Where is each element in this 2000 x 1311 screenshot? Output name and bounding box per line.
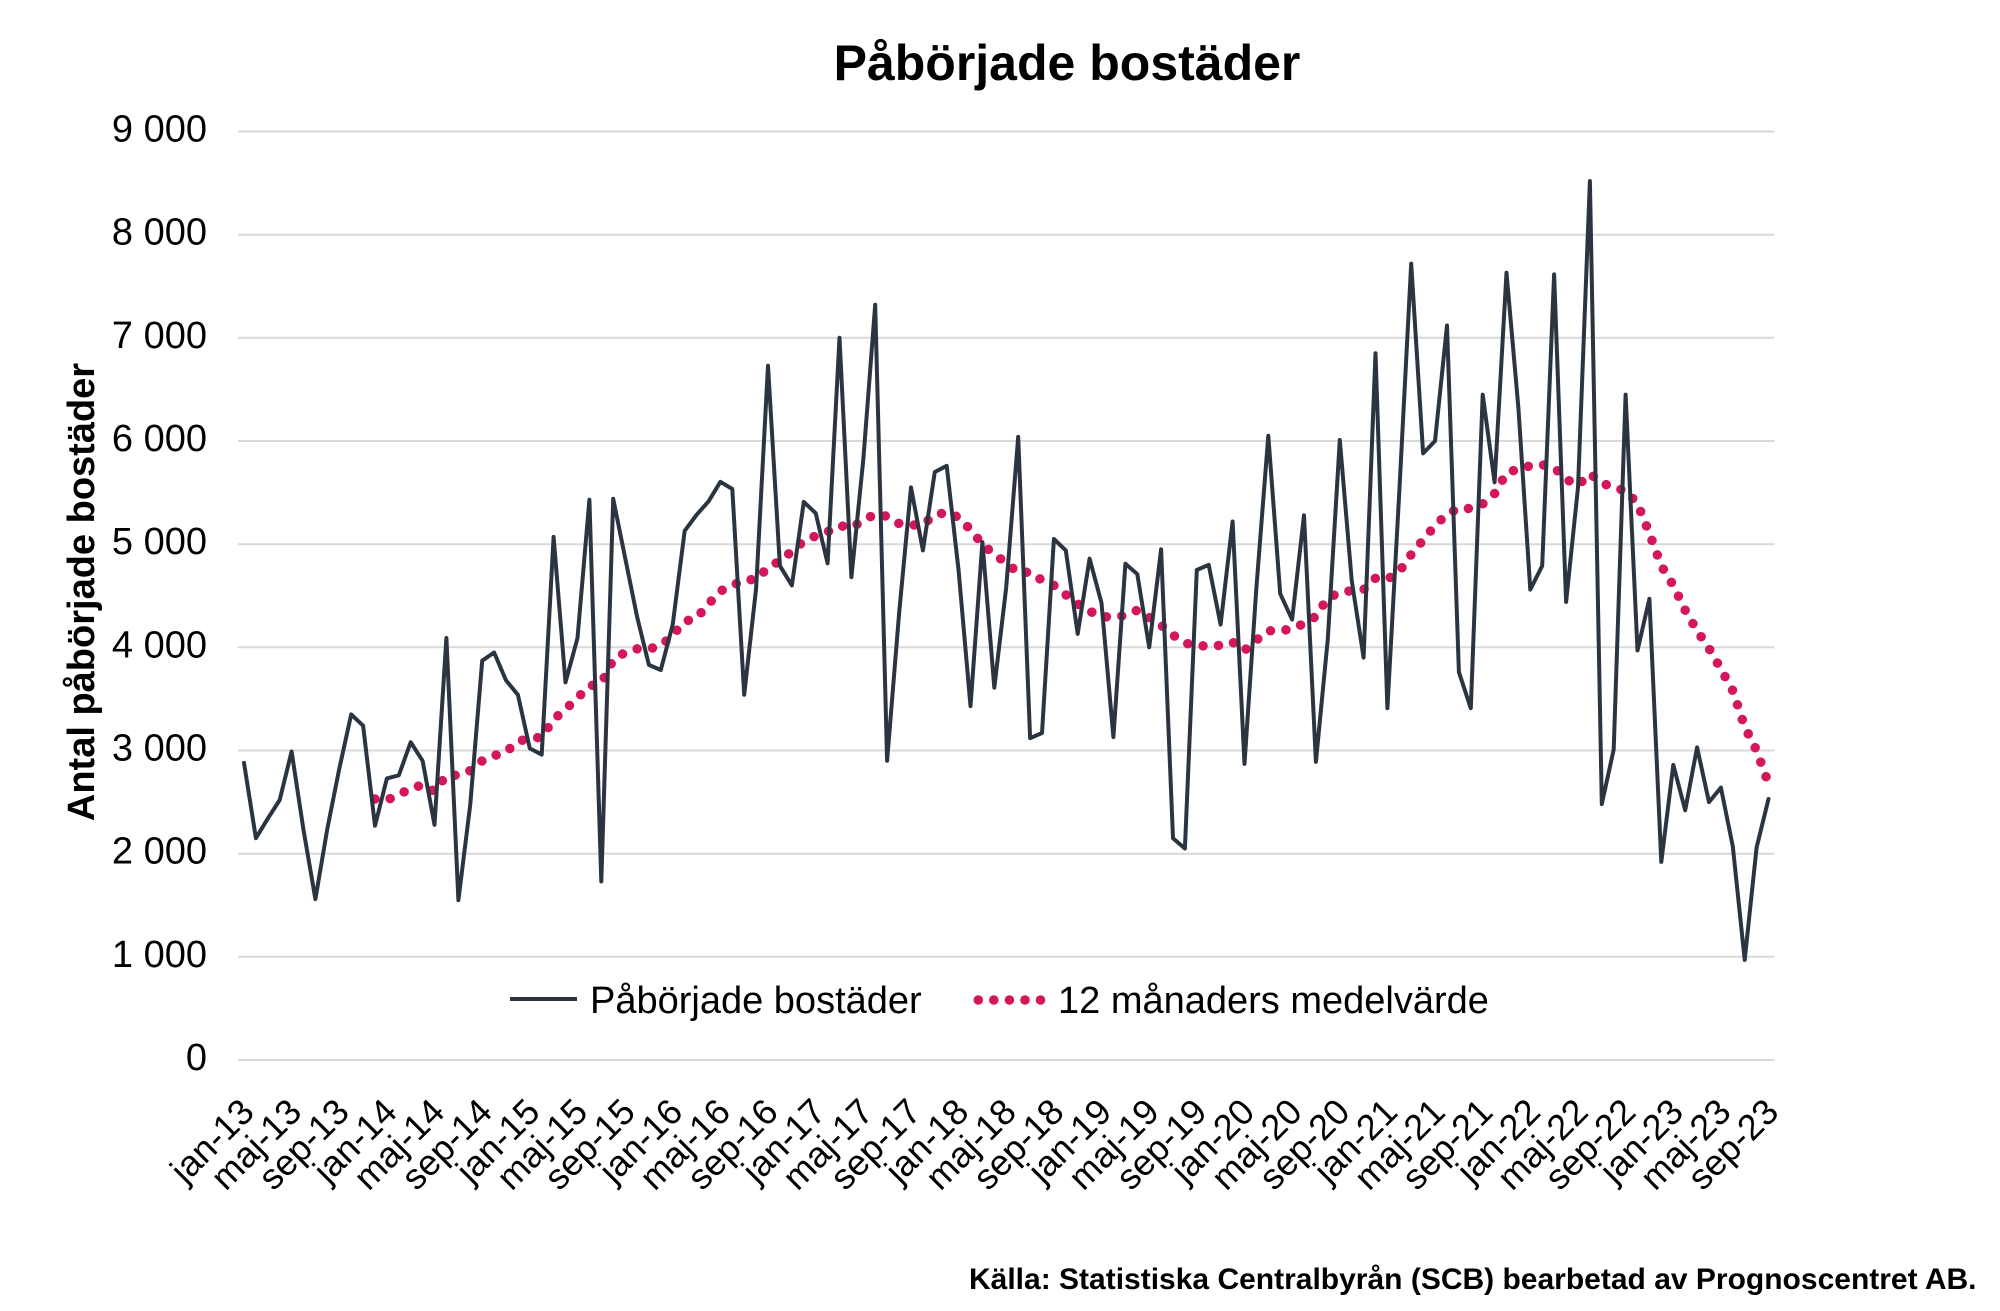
svg-text:3 000: 3 000 bbox=[112, 728, 207, 770]
svg-text:4 000: 4 000 bbox=[112, 624, 207, 666]
svg-text:7 000: 7 000 bbox=[112, 315, 207, 357]
svg-text:1 000: 1 000 bbox=[112, 934, 207, 976]
svg-text:Källa: Statistiska Centralbyrå: Källa: Statistiska Centralbyrån (SCB) be… bbox=[969, 1263, 1977, 1296]
svg-text:0: 0 bbox=[186, 1037, 207, 1079]
svg-text:5 000: 5 000 bbox=[112, 521, 207, 563]
svg-text:6 000: 6 000 bbox=[112, 418, 207, 460]
svg-text:Påbörjade bostäder: Påbörjade bostäder bbox=[834, 35, 1301, 91]
svg-text:2 000: 2 000 bbox=[112, 831, 207, 873]
svg-text:8 000: 8 000 bbox=[112, 212, 207, 254]
svg-text:9 000: 9 000 bbox=[112, 109, 207, 151]
svg-text:12 månaders medelvärde: 12 månaders medelvärde bbox=[1058, 980, 1489, 1022]
svg-text:Påbörjade bostäder: Påbörjade bostäder bbox=[590, 980, 922, 1022]
svg-text:Antal påbörjade bostäder: Antal påbörjade bostäder bbox=[61, 363, 103, 821]
